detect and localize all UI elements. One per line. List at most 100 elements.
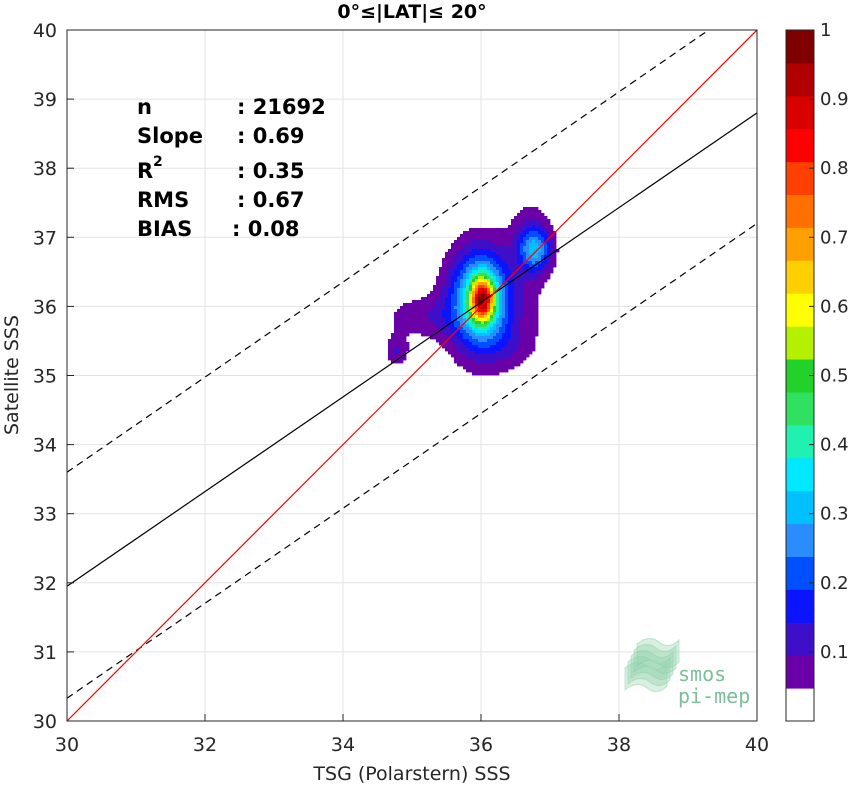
density-cell (523, 207, 527, 211)
density-cell (496, 264, 500, 268)
density-cell (460, 282, 464, 286)
reference-lines (67, 30, 757, 721)
density-cell (391, 345, 395, 349)
density-cell (436, 321, 440, 325)
density-cell (541, 252, 545, 256)
density-cell (490, 249, 494, 253)
density-cell (484, 327, 488, 331)
density-cell (445, 348, 449, 352)
density-cell (415, 309, 419, 313)
density-cell (490, 252, 494, 256)
x-tick-label: 36 (469, 734, 493, 756)
density-cell (427, 309, 431, 313)
density-cell (532, 297, 536, 301)
density-cell (409, 330, 413, 334)
density-cell (487, 276, 491, 280)
density-cell (439, 336, 443, 340)
density-cell (505, 261, 509, 265)
density-cell (502, 330, 506, 334)
density-cell (511, 303, 515, 307)
density-cell (394, 339, 398, 343)
density-cell (484, 267, 488, 271)
density-cell (481, 240, 485, 244)
density-cell (514, 360, 518, 364)
density-cell (448, 318, 452, 322)
density-cell (526, 261, 530, 265)
density-cell (517, 234, 521, 238)
density-cell (394, 348, 398, 352)
density-cell (478, 333, 482, 337)
density-cell (526, 216, 530, 220)
density-cell (442, 264, 446, 268)
density-cell (508, 249, 512, 253)
density-cell (520, 288, 524, 292)
density-cell (487, 321, 491, 325)
density-cell (436, 309, 440, 313)
density-cell (475, 360, 479, 364)
density-cell (502, 291, 506, 295)
density-cell (496, 234, 500, 238)
density-cell (463, 354, 467, 358)
density-cell (505, 246, 509, 250)
density-cell (460, 348, 464, 352)
density-cell (439, 339, 443, 343)
density-cell (481, 279, 485, 283)
colorbar-tick-label: 0.5 (820, 366, 849, 387)
density-cell (454, 294, 458, 298)
density-cell (388, 351, 392, 355)
density-cell (535, 252, 539, 256)
density-cell (460, 363, 464, 367)
density-cell (493, 357, 497, 361)
density-cell (460, 276, 464, 280)
density-cell (400, 336, 404, 340)
density-cell (496, 321, 500, 325)
density-cell (463, 282, 467, 286)
density-cell (397, 348, 401, 352)
x-tick-label: 32 (193, 734, 217, 756)
density-cell (526, 222, 530, 226)
density-cell (517, 360, 521, 364)
density-cell (481, 258, 485, 262)
density-cell (463, 324, 467, 328)
density-cell (529, 222, 533, 226)
density-cell (529, 315, 533, 319)
density-cell (478, 336, 482, 340)
density-cell (421, 309, 425, 313)
density-cell (520, 279, 524, 283)
density-cell (475, 306, 479, 310)
density-cell (520, 222, 524, 226)
density-cell (508, 312, 512, 316)
density-cell (547, 261, 551, 265)
density-cell (499, 363, 503, 367)
density-cell (493, 270, 497, 274)
density-cell (535, 240, 539, 244)
density-cell (517, 336, 521, 340)
density-cell (496, 357, 500, 361)
density-cell (544, 225, 548, 229)
density-cell (487, 351, 491, 355)
colorbar-tick-label: 0.1 (820, 642, 849, 663)
density-cell (463, 255, 467, 259)
density-cell (532, 348, 536, 352)
density-cell (487, 249, 491, 253)
density-cell (478, 270, 482, 274)
density-cell (535, 303, 539, 307)
density-cell (481, 249, 485, 253)
density-cell (478, 261, 482, 265)
density-cell (451, 246, 455, 250)
density-cell (463, 249, 467, 253)
density-cell (475, 279, 479, 283)
density-cell (469, 294, 473, 298)
density-cell (499, 252, 503, 256)
density-cell (523, 342, 527, 346)
density-cell (553, 249, 557, 253)
y-tick-label: 40 (33, 20, 57, 42)
density-cell (472, 228, 476, 232)
density-cell (469, 279, 473, 283)
density-cell (463, 309, 467, 313)
density-cell (478, 351, 482, 355)
density-cell (478, 264, 482, 268)
density-cell (454, 276, 458, 280)
density-cell (421, 321, 425, 325)
density-cell (487, 234, 491, 238)
